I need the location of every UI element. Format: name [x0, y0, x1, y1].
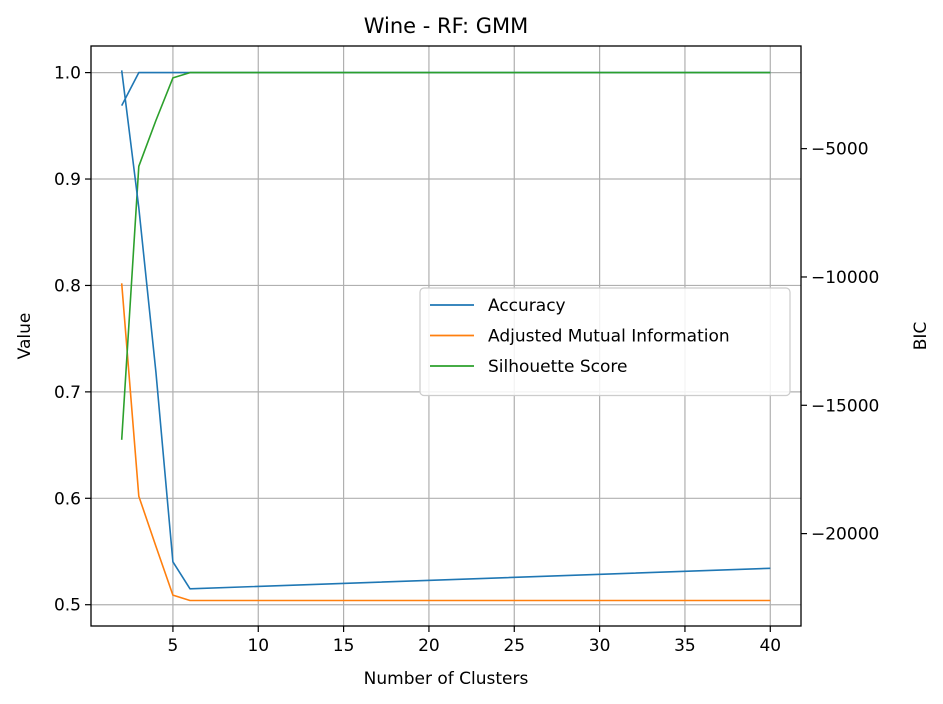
y2-tick-label: −20000: [811, 525, 879, 545]
y-tick-label: 0.6: [54, 489, 81, 509]
y-tick-label: 0.7: [54, 383, 81, 403]
series-line-silhouette-score: [120, 71, 771, 440]
y2-tick-label: −5000: [811, 140, 869, 160]
x-axis-label: Number of Clusters: [364, 669, 529, 689]
x-tick-label: 10: [247, 636, 269, 656]
x-tick-label: 15: [333, 636, 355, 656]
y-axis-label: Value: [15, 313, 35, 360]
legend-box: [419, 287, 791, 397]
x-tick-label: 40: [759, 636, 781, 656]
legend: Accuracy Adjusted Mutual Information Silho…: [419, 287, 791, 397]
legend-label: Accuracy: [488, 296, 566, 316]
y-tick-label: 0.9: [54, 170, 81, 190]
plot-frame: [90, 45, 802, 627]
chart-title: Wine - RF: GMM: [364, 14, 529, 38]
legend-label: Silhouette Score: [488, 357, 627, 377]
legend-label: Adjusted Mutual Information: [488, 327, 730, 347]
x-tick-label: 30: [589, 636, 611, 656]
y2-tick-label: −10000: [811, 268, 879, 288]
series-line-bic: [120, 70, 771, 590]
series-line-adjusted-mutual-information: [120, 283, 771, 602]
x-tick-label: 5: [168, 636, 179, 656]
y-tick-label: 1.0: [54, 64, 81, 84]
x-tick-label: 20: [418, 636, 440, 656]
x-tick-label: 35: [674, 636, 696, 656]
y2-tick-label: −15000: [811, 396, 879, 416]
y-tick-label: 0.5: [54, 596, 81, 616]
x-tick-label: 25: [503, 636, 525, 656]
series-layer: [120, 70, 771, 602]
ticks-layer: 5 10 15 20 25 30 35 40 0.5 0.6 0.7 0.8 0.9 1.0 −20000 −…: [54, 64, 879, 656]
y2-axis-label: BIC: [911, 322, 931, 351]
y-tick-label: 0.8: [54, 276, 81, 296]
